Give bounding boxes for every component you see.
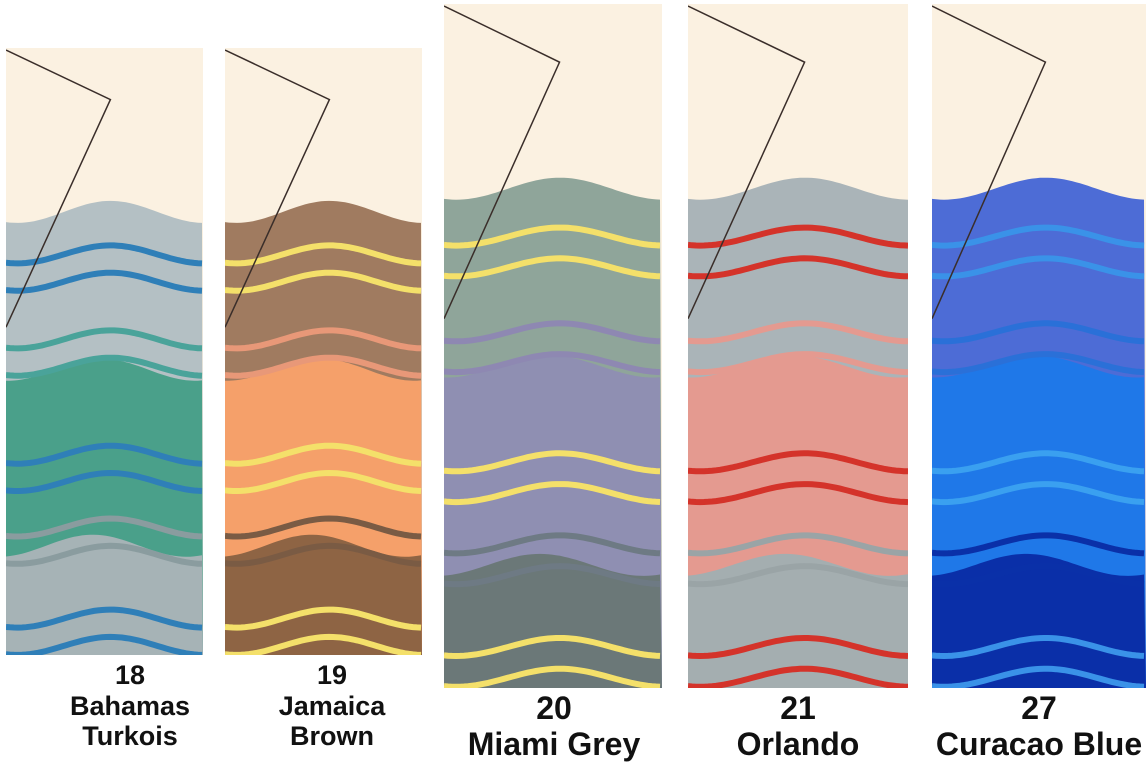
wave-line: [6, 515, 203, 540]
wave-line: [6, 469, 203, 494]
swatch-name: Miami Grey: [467, 726, 641, 762]
fold-outline: [225, 49, 331, 328]
wave-line: [932, 532, 1145, 557]
wave-line: [6, 542, 203, 567]
wave-line: [225, 515, 422, 540]
color-band: [6, 534, 203, 655]
wave-line: [932, 481, 1145, 506]
wave-line: [688, 563, 908, 588]
swatch-caption: 20 Miami Grey: [424, 690, 684, 763]
swatch-caption: 21 Orlando: [668, 690, 928, 763]
swatch-graphic: [225, 48, 422, 655]
swatch-27: [932, 4, 1146, 688]
wave-line: [444, 665, 661, 688]
fold-outline: [444, 5, 561, 319]
wave-line: [6, 442, 203, 467]
wave-line: [688, 224, 908, 249]
wave-line: [932, 320, 1145, 345]
wave-line: [444, 224, 661, 249]
wave-line: [932, 255, 1145, 280]
wave-line: [688, 635, 908, 660]
wave-line: [444, 320, 661, 345]
color-band: [225, 534, 422, 655]
swatch-name: Orlando: [736, 726, 860, 762]
wave-line: [688, 481, 908, 506]
wave-line: [932, 224, 1145, 249]
swatch-graphic: [444, 4, 662, 688]
swatch-name: Curacao Blue: [935, 726, 1143, 762]
swatch-number: 18: [114, 660, 146, 690]
wave-line: [932, 665, 1145, 688]
wave-line: [225, 354, 422, 379]
wave-line: [932, 563, 1145, 588]
wave-line: [225, 469, 422, 494]
color-band: [932, 553, 1146, 688]
wave-line: [225, 327, 422, 352]
wave-line: [225, 269, 422, 294]
swatch-name: Bahamas: [69, 691, 191, 721]
wave-line: [688, 320, 908, 345]
wave-line: [225, 442, 422, 467]
swatch-caption: 27 Curacao Blue: [932, 690, 1146, 763]
swatch-caption: 19 Jamaica Brown: [222, 660, 442, 751]
swatch-19: [225, 48, 422, 655]
wave-line: [6, 327, 203, 352]
swatch-number: 21: [780, 690, 816, 726]
wave-line: [444, 481, 661, 506]
wave-line: [688, 665, 908, 688]
wave-line: [688, 351, 908, 376]
swatch-21: [688, 4, 908, 688]
swatch-20: [444, 4, 662, 688]
swatch-graphic: [6, 48, 203, 655]
wave-line: [444, 450, 661, 475]
color-band: [688, 553, 908, 688]
swatch-number: 20: [536, 690, 572, 726]
swatch-graphic: [932, 4, 1146, 688]
wave-line: [6, 606, 203, 631]
wave-line: [932, 635, 1145, 660]
fold-outline: [688, 5, 806, 319]
wave-line: [932, 450, 1145, 475]
color-band: [444, 553, 662, 688]
wave-line: [6, 633, 203, 655]
wave-line: [225, 242, 422, 267]
wave-line: [932, 351, 1145, 376]
wave-line: [225, 633, 422, 655]
wave-line: [444, 255, 661, 280]
swatch-18: [6, 48, 203, 655]
swatch-name: Jamaica: [278, 691, 386, 721]
swatch-name: Turkois: [82, 721, 178, 752]
wave-line: [688, 450, 908, 475]
swatch-name: Brown: [290, 721, 374, 752]
wave-line: [688, 255, 908, 280]
wave-line: [6, 354, 203, 379]
wave-line: [444, 532, 661, 557]
fold-outline: [6, 49, 112, 328]
swatch-graphic: [688, 4, 908, 688]
wave-line: [6, 242, 203, 267]
wave-line: [6, 269, 203, 294]
swatch-number: 27: [1021, 690, 1057, 726]
swatch-caption: 18 Bahamas Turkois: [20, 660, 240, 751]
wave-line: [688, 532, 908, 557]
wave-line: [225, 542, 422, 567]
wave-line: [225, 606, 422, 631]
swatch-number: 19: [316, 660, 348, 690]
wave-line: [444, 563, 661, 588]
wave-line: [444, 351, 661, 376]
wave-line: [444, 635, 661, 660]
fold-outline: [932, 5, 1047, 319]
